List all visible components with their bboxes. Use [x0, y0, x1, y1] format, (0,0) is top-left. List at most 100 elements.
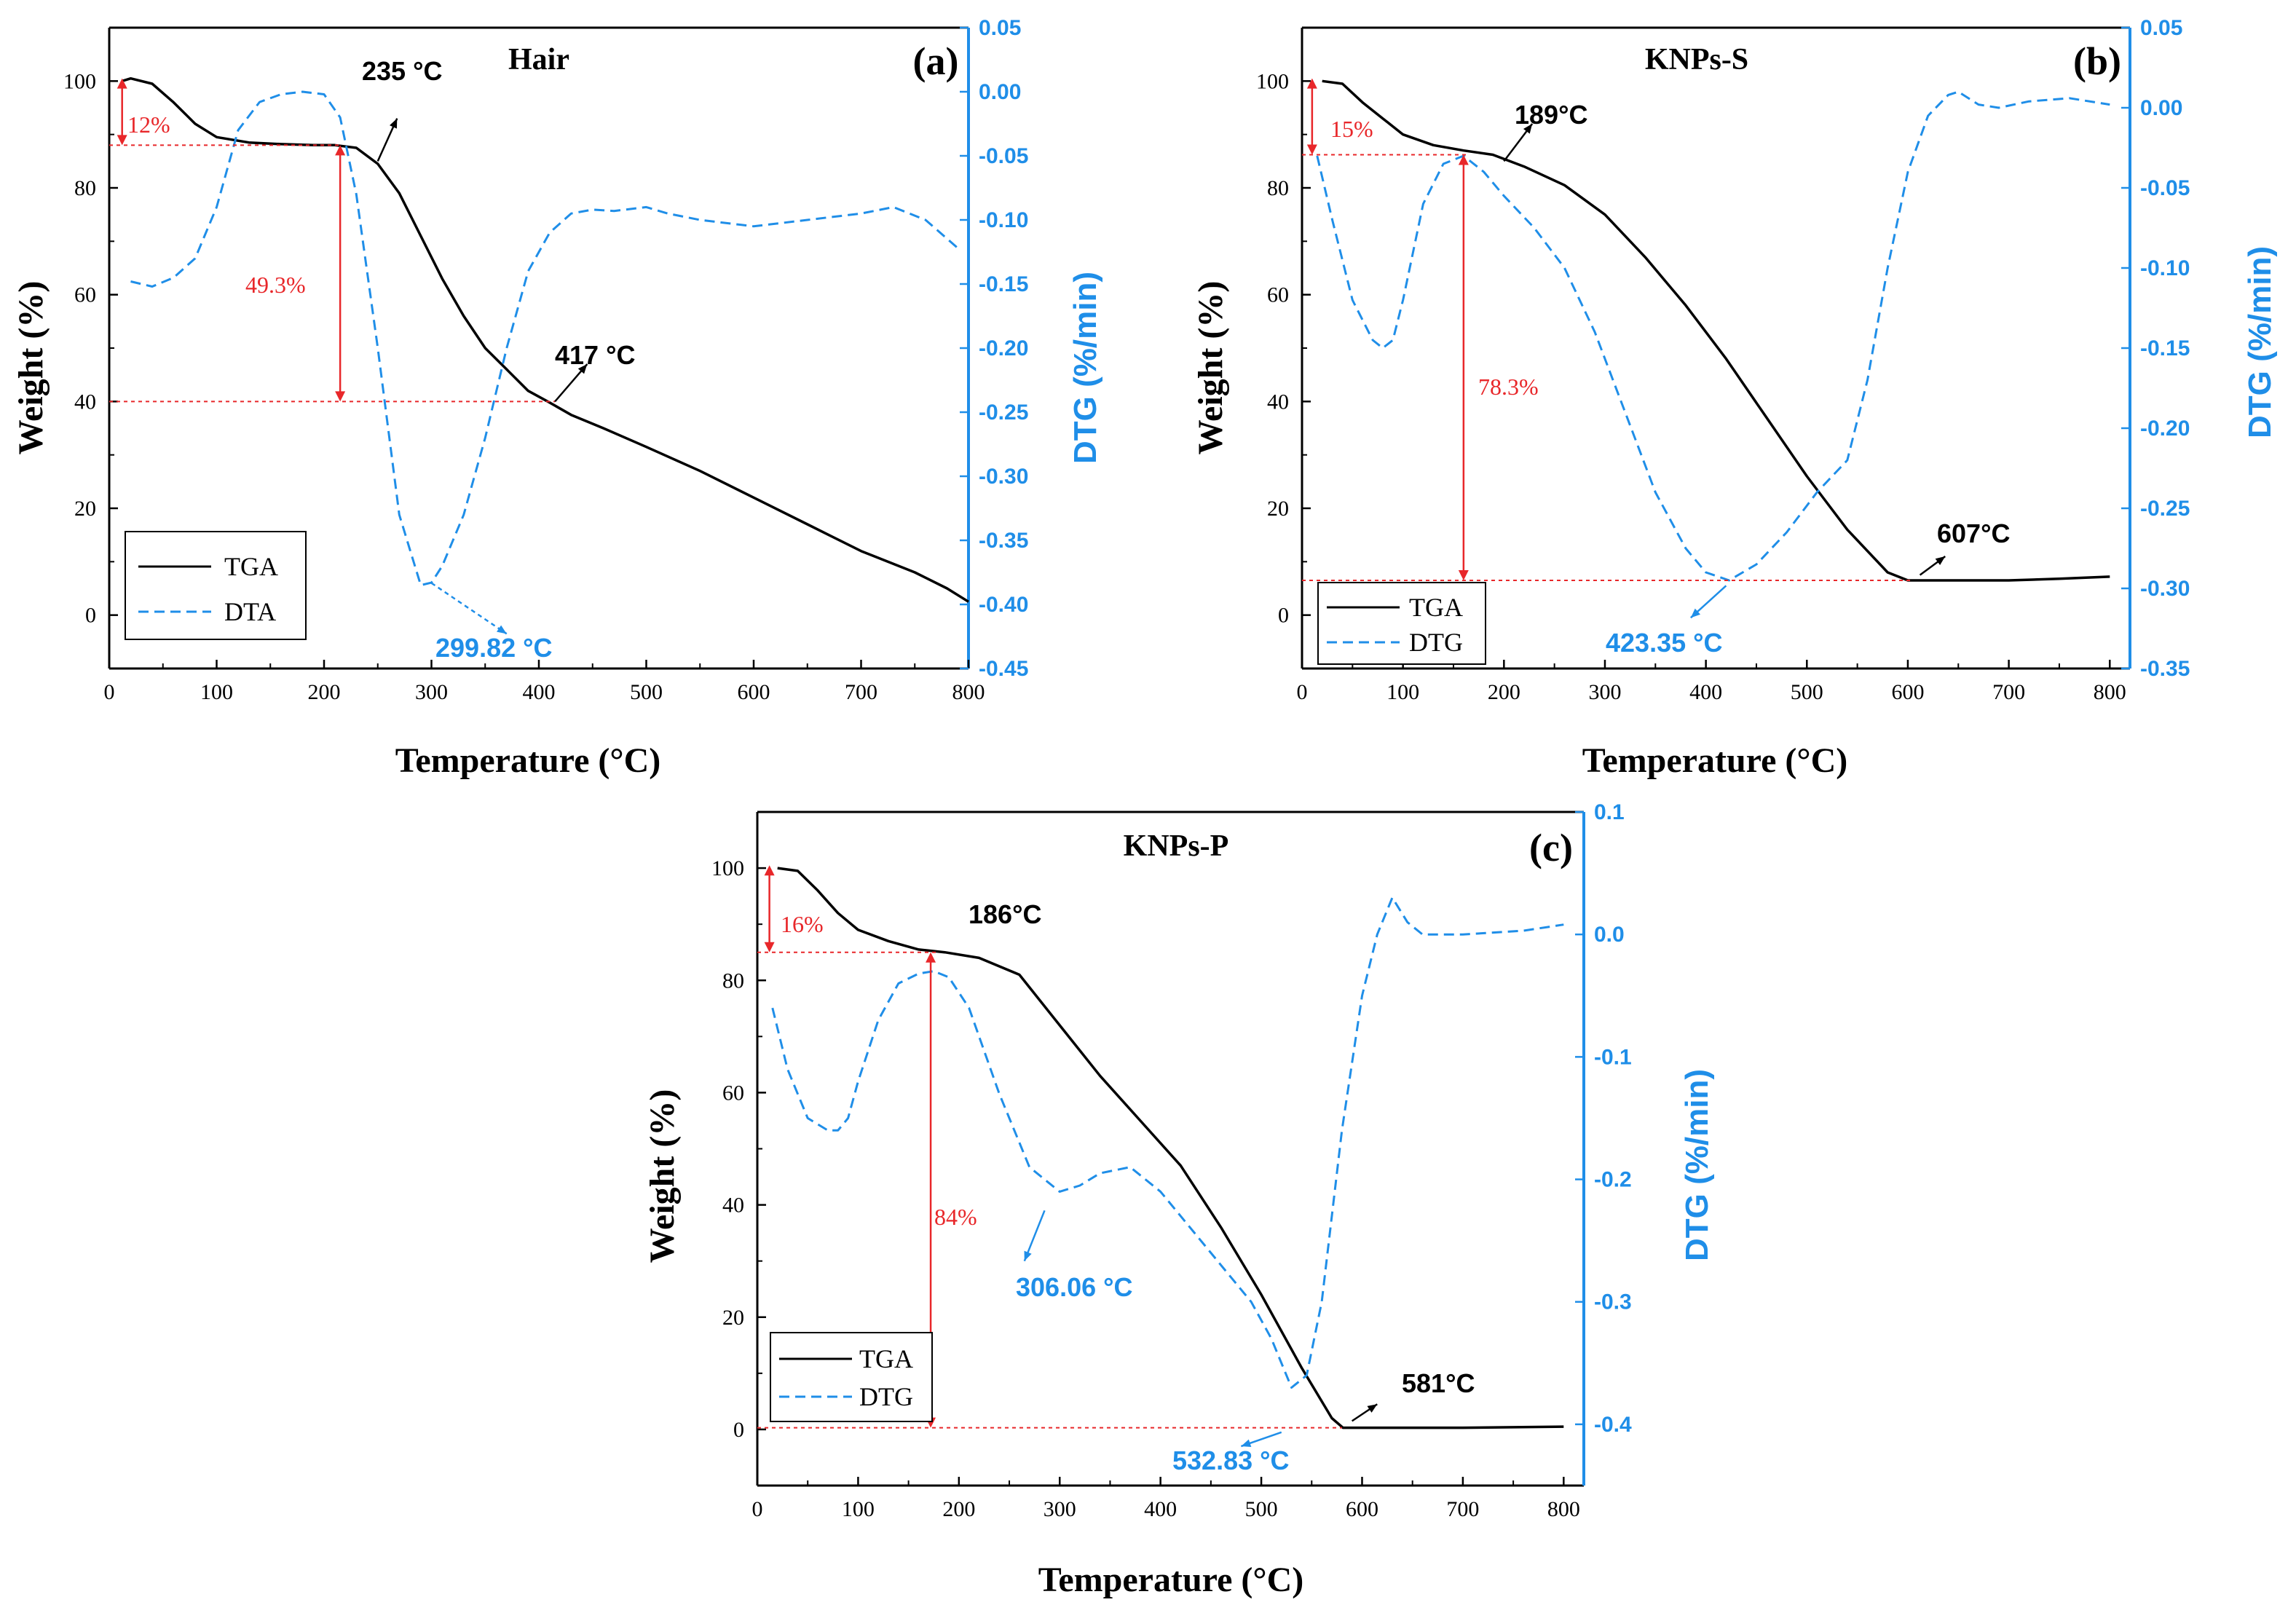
x-tick-label: 400	[523, 680, 556, 704]
y2-tick-label: -0.10	[2140, 256, 2190, 280]
y2-tick-label: -0.20	[2140, 417, 2190, 441]
panel-a-ann-12: 12%	[127, 111, 170, 138]
x-tick-label: 300	[415, 680, 448, 704]
x-tick-label: 600	[1891, 680, 1924, 704]
panel-b-marks	[1302, 78, 2110, 619]
panel-knps-s: 0 100 200 300 400 500 600 700 800 0 20 40 60 80 100 -0.…	[1191, 16, 2278, 780]
panel-b-ann-78: 78.3%	[1478, 374, 1539, 400]
arrow-head	[335, 391, 346, 402]
panel-c-y2label: DTG (%/min)	[1679, 1069, 1715, 1261]
panel-b-ann-15: 15%	[1330, 116, 1373, 142]
x-tick-label: 800	[2094, 680, 2126, 704]
y2-tick-label: -0.35	[2140, 657, 2190, 681]
panel-a-letter: (a)	[913, 39, 959, 83]
arrow-head	[1458, 570, 1469, 580]
y2-tick-label: -0.35	[979, 529, 1028, 553]
y-tick-label: 20	[1267, 497, 1289, 521]
panel-b-ylabel: Weight (%)	[1191, 281, 1230, 455]
x-tick-label: 500	[1791, 680, 1823, 704]
panel-c-ann-84: 84%	[934, 1204, 977, 1230]
arrow-head	[117, 78, 127, 89]
arrow-head	[335, 145, 346, 156]
y-tick-label: 0	[85, 604, 96, 628]
y2-tick-label: -0.2	[1594, 1168, 1632, 1192]
y2-tick-label: -0.20	[979, 336, 1028, 360]
x-tick-label: 700	[1446, 1497, 1479, 1521]
pointer-arrow	[430, 582, 508, 635]
x-tick-label: 500	[1245, 1497, 1278, 1521]
panel-c-xlabel: Temperature (°C)	[1038, 1561, 1303, 1599]
panel-c-ylabel: Weight (%)	[643, 1089, 682, 1263]
arrow-head	[1306, 144, 1317, 155]
panel-a-ann-49: 49.3%	[245, 272, 306, 298]
x-tick-label: 800	[1547, 1497, 1580, 1521]
series-dta-line	[130, 90, 959, 587]
y2-tick-label: -0.40	[979, 593, 1028, 617]
panel-a-legend-dta: DTA	[224, 597, 276, 626]
panel-b-y2label: DTG (%/min)	[2242, 246, 2278, 438]
panel-a-marks	[109, 76, 969, 635]
x-tick-label: 400	[1689, 680, 1722, 704]
y2-tick-label: -0.30	[979, 465, 1028, 489]
pointer-head	[1024, 1250, 1032, 1261]
y-tick-label: 60	[722, 1081, 744, 1105]
x-tick-label: 300	[1588, 680, 1621, 704]
x-tick-label: 100	[1386, 680, 1419, 704]
y-tick-label: 60	[1267, 283, 1289, 307]
panel-c-legend-dtg: DTG	[859, 1382, 913, 1411]
y2-tick-label: 0.05	[979, 16, 1021, 40]
pointer-head	[1690, 608, 1701, 618]
y-tick-label: 0	[733, 1418, 744, 1442]
panel-hair: 0 100 200 300 400 500 600 700 800 0 20 40 60 80 100 -0.…	[12, 16, 1103, 780]
y2-tick-label: -0.1	[1594, 1045, 1632, 1069]
panel-knps-p: 0 100 200 300 400 500 600 700 800 0 20 40 60 80 100 -0.…	[643, 800, 1715, 1599]
panel-a-legend-tga: TGA	[224, 552, 278, 581]
panel-b-legend: TGA DTG	[1317, 582, 1486, 665]
y-tick-label: 40	[74, 390, 96, 414]
series-dtg-line	[1316, 90, 2110, 582]
panel-a-legend: TGA DTA	[125, 531, 307, 640]
y-tick-label: 0	[1278, 604, 1289, 628]
arrow-head	[764, 865, 775, 876]
x-tick-label: 300	[1044, 1497, 1076, 1521]
panel-c-legend: TGA DTG	[770, 1332, 933, 1422]
panel-a-axes: 0 100 200 300 400 500 600 700 800 0 20 40 60 80 100 -0.…	[63, 16, 1028, 704]
panel-b-legend-tga: TGA	[1409, 593, 1463, 622]
panel-b-ann-189: 189°C	[1515, 100, 1587, 130]
y2-tick-label: -0.10	[979, 208, 1028, 232]
x-tick-label: 100	[842, 1497, 875, 1521]
panel-b-legend-dtg: DTG	[1409, 628, 1463, 657]
pointer-head	[497, 625, 507, 634]
panel-b-ann-423: 423.35 °C	[1606, 628, 1723, 658]
pointer-head	[1241, 1439, 1252, 1447]
y2-tick-label: -0.15	[2140, 336, 2190, 360]
panel-c-ann-581: 581°C	[1402, 1368, 1475, 1398]
x-tick-label: 0	[752, 1497, 763, 1521]
arrow-head	[117, 135, 127, 146]
panel-a-ann-417: 417 °C	[555, 340, 635, 370]
arrow-head	[1458, 154, 1469, 165]
y-tick-label: 100	[1256, 69, 1289, 93]
y2-tick-label: 0.05	[2140, 16, 2182, 40]
x-tick-label: 200	[308, 680, 341, 704]
panel-a-xlabel: Temperature (°C)	[395, 741, 660, 780]
panel-c-ann-306: 306.06 °C	[1016, 1272, 1133, 1302]
arrow-head	[764, 942, 775, 953]
x-tick-label: 0	[104, 680, 115, 704]
pointer-head	[577, 364, 588, 374]
series-tga-line	[122, 76, 969, 603]
y-tick-label: 80	[1267, 176, 1289, 200]
panel-b-ann-607: 607°C	[1937, 518, 2010, 548]
y2-tick-label: 0.0	[1594, 923, 1625, 947]
series-dtg-line	[771, 896, 1564, 1389]
x-tick-label: 200	[1488, 680, 1520, 704]
x-tick-label: 700	[845, 680, 877, 704]
panel-c-legend-tga: TGA	[859, 1344, 913, 1373]
y-tick-label: 40	[722, 1194, 744, 1218]
series-tga-line	[777, 867, 1564, 1429]
y2-tick-label: -0.05	[2140, 176, 2190, 200]
y2-tick-label: -0.05	[979, 144, 1028, 168]
y-tick-label: 80	[722, 969, 744, 993]
panel-a-y2label: DTG (%/min)	[1068, 272, 1103, 464]
panel-c-axes: 0 100 200 300 400 500 600 700 800 0 20 40 60 80 100 -0.…	[711, 800, 1632, 1521]
